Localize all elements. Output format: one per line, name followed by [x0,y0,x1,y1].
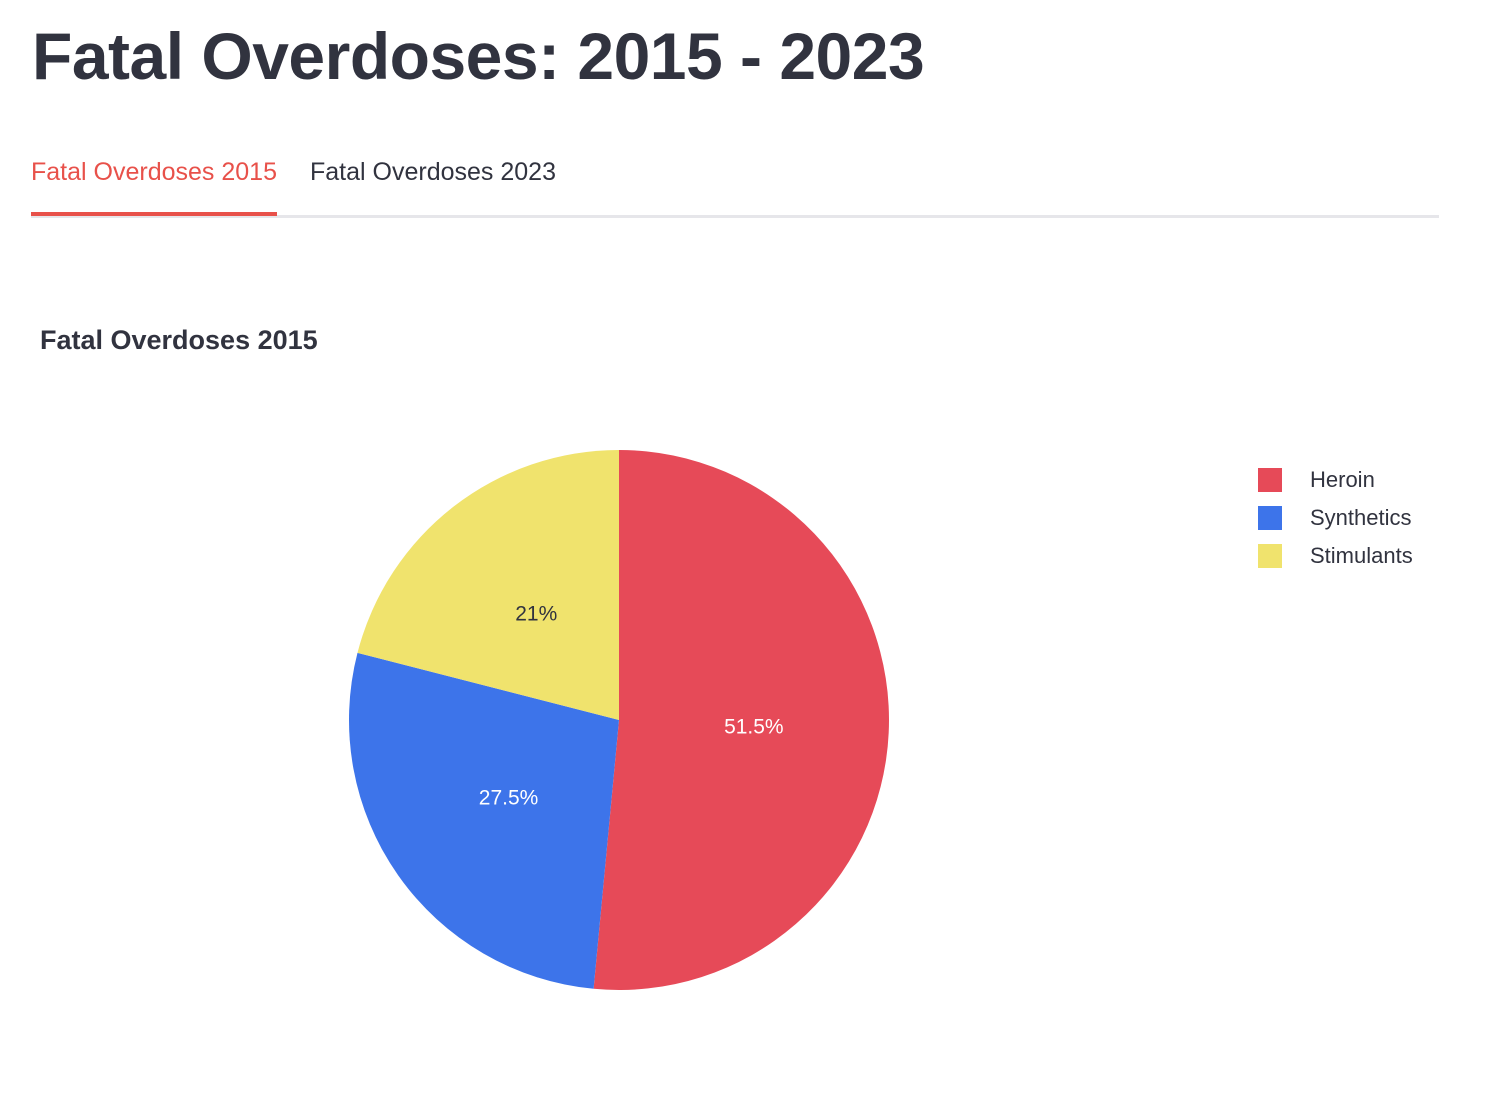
legend-swatch-synthetics [1258,506,1282,530]
legend-label-stimulants: Stimulants [1310,543,1413,568]
page-title: Fatal Overdoses: 2015 - 2023 [32,19,925,93]
pie-chart-container: Fatal Overdoses 2015 51.5% 27.5% 21% Heroi… [0,300,1490,1090]
legend-swatch-stimulants [1258,544,1282,568]
pie-chart: Fatal Overdoses 2015 51.5% 27.5% 21% [40,325,889,990]
active-tab-indicator [31,212,277,216]
pie-slice-synthetics[interactable] [348,652,619,989]
pie-slice-stimulants[interactable] [357,450,619,720]
chart-title: Fatal Overdoses 2015 [40,325,318,355]
tab-fatal-overdoses-2023[interactable]: Fatal Overdoses 2023 [310,158,556,186]
pie-label-synthetics: 27.5% [479,787,539,810]
tab-bar: Fatal Overdoses 2015 Fatal Overdoses 202… [31,140,1439,218]
legend-label-synthetics: Synthetics [1310,505,1412,530]
tab-fatal-overdoses-2015[interactable]: Fatal Overdoses 2015 [31,158,277,186]
legend-swatch-heroin [1258,468,1282,492]
pie-slice-heroin[interactable] [593,450,889,990]
pie-label-heroin: 51.5% [724,715,784,738]
pie-label-stimulants: 21% [515,602,557,625]
legend-label-heroin: Heroin [1310,467,1375,492]
